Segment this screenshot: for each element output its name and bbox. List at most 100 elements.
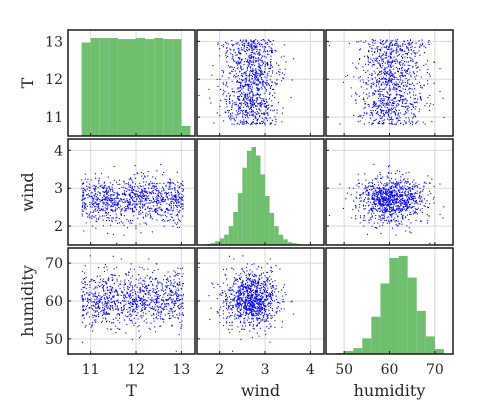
scatter-point xyxy=(242,115,244,117)
scatter-point xyxy=(181,199,183,201)
scatter-point xyxy=(401,95,403,97)
scatter-point xyxy=(266,61,268,63)
scatter-point xyxy=(402,214,404,216)
scatter-point xyxy=(157,305,159,307)
scatter-point xyxy=(388,219,390,221)
scatter-point xyxy=(417,98,419,100)
scatter-point xyxy=(400,45,402,47)
scatter-point xyxy=(361,117,363,119)
scatter-point xyxy=(367,186,369,188)
scatter-point xyxy=(276,112,278,114)
scatter-point xyxy=(176,206,178,208)
scatter-point xyxy=(164,199,166,201)
scatter-point xyxy=(389,195,391,197)
scatter-point xyxy=(123,295,125,297)
scatter-point xyxy=(106,287,108,289)
scatter-point xyxy=(110,206,112,208)
scatter-point xyxy=(368,104,370,106)
scatter-point xyxy=(97,197,99,199)
scatter-point xyxy=(109,214,111,217)
scatter-point xyxy=(411,60,413,62)
scatter-point xyxy=(419,209,421,211)
scatter-point xyxy=(367,233,369,235)
scatter-point xyxy=(250,90,252,92)
scatter-point xyxy=(371,106,373,108)
scatter-point xyxy=(152,271,154,273)
scatter-point xyxy=(261,60,263,62)
scatter-point xyxy=(384,207,386,209)
scatter-point xyxy=(283,55,285,57)
scatter-point xyxy=(149,191,151,194)
scatter-point xyxy=(253,40,255,42)
scatter-point xyxy=(387,61,389,64)
scatter-point xyxy=(217,42,219,44)
scatter-point xyxy=(229,72,231,74)
scatter-point xyxy=(395,190,397,192)
scatter-point xyxy=(395,183,397,185)
scatter-point xyxy=(379,190,381,192)
scatter-point xyxy=(392,74,394,76)
scatter-point xyxy=(387,196,390,198)
scatter-point xyxy=(384,95,386,98)
scatter-point xyxy=(393,50,395,52)
scatter-point xyxy=(419,84,422,87)
scatter-point xyxy=(432,198,434,200)
scatter-point xyxy=(377,200,379,202)
scatter-point xyxy=(390,117,392,119)
scatter-point xyxy=(367,56,369,58)
scatter-point xyxy=(133,193,135,195)
scatter-point xyxy=(256,97,258,99)
scatter-point xyxy=(120,290,122,292)
scatter-point xyxy=(369,61,371,63)
scatter-point xyxy=(104,317,106,319)
scatter-point xyxy=(384,46,386,48)
scatter-point xyxy=(93,194,95,196)
scatter-point xyxy=(176,223,178,225)
scatter-point xyxy=(407,81,409,83)
scatter-point xyxy=(397,102,399,105)
scatter-point xyxy=(93,288,95,290)
scatter-point xyxy=(85,203,87,205)
scatter-point xyxy=(372,185,374,187)
scatter-point xyxy=(396,84,398,87)
scatter-point xyxy=(409,195,411,197)
scatter-point xyxy=(371,123,373,125)
scatter-point xyxy=(417,203,419,205)
scatter-point xyxy=(131,187,133,189)
scatter-point xyxy=(407,79,409,81)
histogram-bar-wind-3 xyxy=(219,238,225,245)
scatter-point xyxy=(98,300,100,302)
scatter-point xyxy=(179,210,181,212)
scatter-point xyxy=(110,297,112,300)
scatter-point xyxy=(182,307,184,310)
scatter-point xyxy=(385,102,387,104)
scatter-point xyxy=(251,88,253,90)
scatter-point xyxy=(232,58,234,60)
scatter-point xyxy=(387,96,390,99)
scatter-point xyxy=(413,72,415,74)
scatter-point xyxy=(112,203,114,205)
scatter-point xyxy=(388,81,390,83)
scatter-point xyxy=(236,91,238,93)
scatter-point xyxy=(375,192,377,194)
scatter-point xyxy=(385,206,387,208)
scatter-point xyxy=(92,316,94,318)
scatter-point xyxy=(179,201,181,203)
scatter-point xyxy=(147,187,150,189)
scatter-point xyxy=(250,111,253,113)
scatter-point xyxy=(381,209,383,211)
scatter-point xyxy=(379,190,381,192)
scatter-point xyxy=(382,76,384,78)
scatter-point xyxy=(113,296,115,298)
scatter-point xyxy=(132,299,134,301)
scatter-point xyxy=(377,222,379,224)
scatter-point xyxy=(172,198,174,200)
scatter-point xyxy=(116,278,118,280)
scatter-point xyxy=(401,69,403,72)
scatter-point xyxy=(128,186,130,188)
scatter-point xyxy=(167,181,169,183)
scatter-point xyxy=(83,198,85,200)
scatter-point xyxy=(122,198,125,201)
scatter-point xyxy=(102,304,104,306)
scatter-point xyxy=(161,289,163,291)
